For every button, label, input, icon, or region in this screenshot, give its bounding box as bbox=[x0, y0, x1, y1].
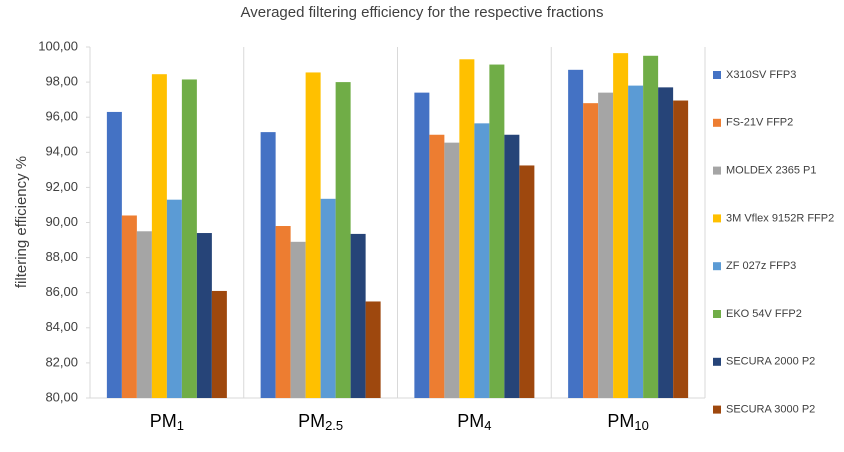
bar bbox=[613, 53, 629, 399]
legend-label: SECURA 2000 P2 bbox=[726, 356, 815, 368]
legend-label: ZF 027z FFP3 bbox=[726, 260, 796, 272]
y-tick-label: 98,00 bbox=[45, 74, 78, 89]
bar bbox=[151, 74, 167, 398]
bar bbox=[474, 123, 490, 398]
y-tick-label: 90,00 bbox=[45, 214, 78, 229]
bar bbox=[489, 64, 505, 399]
y-tick-label: 92,00 bbox=[45, 179, 78, 194]
bar bbox=[106, 111, 122, 398]
bar bbox=[643, 55, 659, 399]
y-tick-label: 88,00 bbox=[45, 249, 78, 264]
y-tick-label: 86,00 bbox=[45, 284, 78, 299]
legend-label: 3M Vflex 9152R FFP2 bbox=[726, 212, 834, 224]
bar bbox=[444, 142, 460, 398]
x-tick-label: PM2.5 bbox=[298, 411, 343, 434]
x-tick-label: PM10 bbox=[607, 411, 648, 434]
bar bbox=[583, 103, 599, 398]
bar bbox=[320, 198, 336, 398]
bar bbox=[136, 231, 152, 398]
legend-label: SECURA 3000 P2 bbox=[726, 404, 815, 416]
legend-swatch bbox=[713, 214, 721, 223]
legend-swatch bbox=[713, 166, 721, 175]
x-tick-label: PM1 bbox=[150, 411, 184, 434]
y-tick-label: 80,00 bbox=[45, 389, 78, 404]
y-tick-label: 100,00 bbox=[38, 38, 78, 53]
y-tick-label: 84,00 bbox=[45, 319, 78, 334]
bar bbox=[658, 87, 674, 399]
bar bbox=[365, 301, 381, 398]
bar bbox=[290, 241, 306, 398]
bar bbox=[275, 226, 291, 398]
bar bbox=[673, 100, 689, 398]
bar bbox=[305, 72, 321, 398]
legend-swatch bbox=[713, 310, 721, 318]
bar bbox=[335, 82, 351, 398]
bar bbox=[181, 79, 197, 398]
bar bbox=[414, 92, 430, 398]
bar bbox=[459, 59, 475, 398]
bar bbox=[196, 233, 212, 398]
y-tick-label: 96,00 bbox=[45, 109, 78, 124]
legend-swatch bbox=[713, 71, 721, 79]
legend-label: EKO 54V FFP2 bbox=[726, 308, 802, 320]
legend-label: FS-21V FFP2 bbox=[726, 117, 793, 129]
bar bbox=[350, 233, 366, 398]
bar bbox=[598, 92, 614, 398]
legend-swatch bbox=[713, 262, 721, 271]
bar bbox=[166, 199, 182, 398]
legend-swatch bbox=[713, 118, 721, 127]
chart-title: Averaged filtering efficiency for the re… bbox=[241, 4, 604, 21]
bar bbox=[121, 215, 137, 398]
bar bbox=[429, 134, 445, 398]
bar bbox=[519, 165, 535, 398]
y-tick-label: 94,00 bbox=[45, 144, 78, 159]
bar bbox=[628, 85, 644, 399]
y-tick-label: 82,00 bbox=[45, 354, 78, 369]
bar bbox=[504, 134, 520, 398]
legend-swatch bbox=[713, 357, 721, 366]
y-axis-label: filtering efficiency % bbox=[13, 156, 30, 288]
bar bbox=[211, 290, 227, 398]
bar bbox=[260, 132, 276, 398]
legend-label: X310SV FFP3 bbox=[726, 69, 796, 81]
legend-swatch bbox=[713, 405, 721, 414]
bar bbox=[568, 69, 584, 398]
legend-label: MOLDEX 2365 P1 bbox=[726, 165, 817, 177]
x-tick-label: PM4 bbox=[457, 411, 491, 434]
